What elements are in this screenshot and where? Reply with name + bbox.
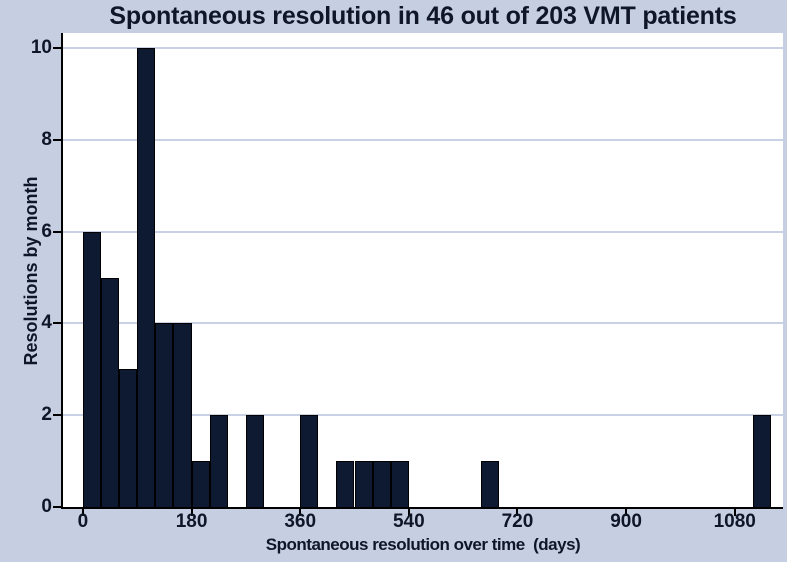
y-axis-title: Resolutions by month — [21, 176, 41, 366]
x-tick-mark — [733, 509, 736, 516]
y-tick-mark — [53, 47, 61, 50]
y-tick-label: 0 — [41, 496, 52, 517]
x-tick-label: 540 — [392, 511, 425, 532]
histogram-bar — [245, 415, 264, 507]
histogram-bar — [209, 415, 228, 507]
x-tick-label: 900 — [610, 511, 642, 532]
histogram-bar — [137, 48, 156, 507]
y-tick-label: 10 — [30, 37, 52, 59]
histogram-bar — [191, 461, 210, 507]
histogram-bar — [300, 415, 319, 507]
gridline-y-8 — [63, 138, 783, 141]
histogram-bar — [390, 461, 409, 507]
y-tick-label: 2 — [41, 404, 52, 426]
y-tick-label: 4 — [41, 312, 52, 334]
x-tick-label: 720 — [501, 511, 534, 532]
gridline-y-6 — [63, 230, 783, 233]
x-tick-mark — [625, 509, 628, 516]
x-tick-mark — [407, 509, 410, 516]
y-tick-mark — [53, 506, 61, 508]
plot-area — [63, 33, 783, 507]
histogram-bar — [155, 323, 174, 507]
y-tick-mark — [53, 322, 61, 325]
chart-title: Spontaneous resolution in 46 out of 203 … — [109, 2, 737, 30]
x-tick-mark — [81, 509, 84, 516]
x-tick-mark — [299, 509, 302, 516]
x-tick-mark — [190, 509, 193, 516]
y-tick-label: 6 — [41, 220, 52, 242]
x-tick-label: 180 — [175, 511, 208, 532]
histogram-bar — [354, 461, 373, 507]
histogram-bar — [119, 369, 138, 507]
y-tick-mark — [53, 230, 61, 233]
y-axis-line — [61, 33, 63, 509]
x-axis-title: Spontaneous resolution over time (days) — [265, 535, 581, 554]
y-tick-label: 8 — [41, 128, 52, 150]
histogram-bar — [173, 323, 192, 507]
x-tick-label: 1080 — [713, 511, 756, 532]
x-tick-label: 0 — [77, 511, 89, 532]
histogram-bar — [481, 461, 500, 507]
x-axis-line — [61, 507, 783, 509]
gridline-y-4 — [63, 322, 783, 325]
x-tick-mark — [516, 509, 519, 516]
histogram-bar — [82, 231, 102, 507]
y-tick-mark — [53, 414, 61, 417]
histogram-bar — [752, 415, 771, 507]
histogram-bar — [101, 277, 120, 507]
histogram-bar — [372, 461, 391, 507]
histogram-bar — [336, 461, 355, 507]
gridline-y-10 — [63, 47, 783, 50]
gridline-y-2 — [63, 414, 783, 417]
y-tick-mark — [53, 138, 61, 141]
x-tick-label: 360 — [284, 511, 317, 532]
